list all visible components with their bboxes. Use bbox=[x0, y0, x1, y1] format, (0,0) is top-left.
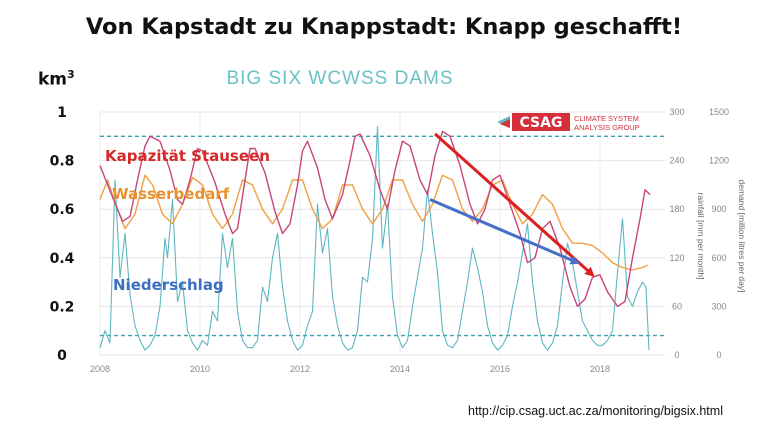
y-left-tick-label: 1 bbox=[57, 105, 67, 121]
series-annotations: Kapazität Stauseen Wasserbedarf Niederschl… bbox=[105, 147, 270, 294]
grid bbox=[99, 111, 665, 356]
x-axis-ticks: 2008 2010 2012 2014 2016 2018 bbox=[90, 364, 610, 374]
slide-title: Von Kapstadt zu Knappstadt: Knapp gescha… bbox=[85, 14, 683, 40]
y-rain-axis-label: rainfall [mm per month] bbox=[696, 193, 706, 280]
y-left-tick-label: 0.8 bbox=[50, 154, 75, 170]
csag-logo-name: CSAG bbox=[520, 115, 563, 131]
y-demand-tick-label: 1200 bbox=[709, 156, 729, 166]
trend-arrows bbox=[429, 132, 595, 277]
reference-lines bbox=[100, 135, 665, 337]
y-axis-demand-ticks: 0 300 600 900 1200 1500 bbox=[709, 107, 729, 360]
annotation-label: Wasserbedarf bbox=[112, 185, 230, 203]
y-axis-left-ticks: 0 0.2 0.4 0.6 0.8 1 bbox=[50, 105, 75, 364]
csag-logo-line2: ANALYSIS GROUP bbox=[574, 123, 640, 132]
y-demand-tick-label: 1500 bbox=[709, 107, 729, 117]
trend-arrow-rainfall bbox=[429, 198, 581, 265]
y-rain-tick-label: 120 bbox=[669, 253, 684, 263]
y-demand-tick-label: 300 bbox=[711, 301, 726, 311]
x-tick-label: 2014 bbox=[390, 364, 410, 374]
trend-arrow-storage bbox=[433, 132, 595, 277]
x-tick-label: 2018 bbox=[590, 364, 610, 374]
csag-logo-box bbox=[512, 113, 570, 131]
x-tick-label: 2008 bbox=[90, 364, 110, 374]
y-left-tick-label: 0 bbox=[57, 348, 67, 364]
y-left-tick-label: 0.2 bbox=[50, 299, 75, 315]
y-axis-rain-ticks: 0 60 120 180 240 300 bbox=[669, 107, 684, 360]
y-rain-tick-label: 60 bbox=[672, 301, 682, 311]
unit-label: km3 bbox=[38, 68, 75, 90]
series-line-storage bbox=[99, 130, 651, 308]
annotation-label: Kapazität Stauseen bbox=[105, 147, 270, 165]
y-rain-tick-label: 300 bbox=[669, 107, 684, 117]
chart-title: BIG SIX WCWSS DAMS bbox=[226, 68, 453, 89]
x-tick-label: 2012 bbox=[290, 364, 310, 374]
source-url: http://cip.csag.uct.ac.za/monitoring/big… bbox=[468, 404, 723, 418]
y-rain-tick-label: 180 bbox=[669, 204, 684, 214]
x-tick-label: 2016 bbox=[490, 364, 510, 374]
y-demand-axis-label: demand [million litres per day] bbox=[737, 180, 747, 293]
series-lines bbox=[99, 126, 651, 351]
unit-exponent: 3 bbox=[67, 68, 75, 81]
y-rain-tick-label: 0 bbox=[674, 350, 679, 360]
y-demand-tick-label: 0 bbox=[716, 350, 721, 360]
annotation-label: Niederschlag bbox=[113, 276, 224, 294]
csag-logo: CSAG CLIMATE SYSTEM ANALYSIS GROUP bbox=[497, 113, 640, 132]
y-demand-tick-label: 600 bbox=[711, 253, 726, 263]
csag-logo-line1: CLIMATE SYSTEM bbox=[574, 114, 639, 123]
x-tick-label: 2010 bbox=[190, 364, 210, 374]
y-left-tick-label: 0.6 bbox=[50, 202, 75, 218]
csag-logo-mark-inner bbox=[500, 119, 510, 128]
y-rain-tick-label: 240 bbox=[669, 156, 684, 166]
y-left-tick-label: 0.4 bbox=[50, 251, 75, 267]
unit-base: km bbox=[38, 69, 68, 90]
series-line-rainfall bbox=[99, 126, 650, 351]
y-demand-tick-label: 900 bbox=[711, 204, 726, 214]
